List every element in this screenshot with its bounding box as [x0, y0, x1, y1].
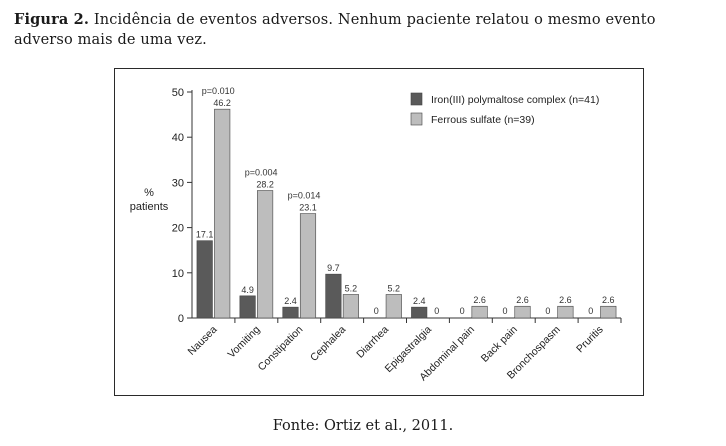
- bar-iron: [325, 273, 342, 319]
- figure-caption: Figura 2. Incidência de eventos adversos…: [14, 10, 718, 50]
- data-label: 5.2: [345, 283, 358, 293]
- bar-iron: [411, 306, 428, 319]
- bar-iron: [239, 295, 256, 319]
- y-axis-label-line: %: [144, 187, 154, 199]
- data-label: 28.2: [256, 180, 274, 190]
- p-value-annotation: p=0.010: [202, 86, 235, 96]
- data-label: 0: [545, 306, 550, 316]
- x-category-label: Diarrhea: [354, 324, 391, 361]
- legend-swatch: [410, 112, 423, 126]
- bar-ferrous: [385, 294, 402, 319]
- y-axis-label-line: patients: [130, 201, 169, 213]
- y-tick-label: 0: [178, 313, 184, 325]
- legend-label: Ferrous sulfate (n=39): [431, 114, 535, 126]
- y-tick-label: 40: [172, 132, 184, 144]
- data-label: 2.6: [559, 295, 572, 305]
- legend-swatch: [410, 92, 423, 106]
- data-label: 0: [502, 306, 507, 316]
- y-axis-label: % patients: [130, 187, 169, 213]
- source-note: Fonte: Ortiz et al., 2011.: [272, 418, 454, 434]
- bar-chart: 0 10 20 30 40 50% patients 17.1 46.2 Nausea 4.9 28.…: [130, 86, 622, 383]
- bar-ferrous: [600, 305, 617, 319]
- y-tick-label: 50: [172, 87, 184, 99]
- data-label: 2.6: [516, 295, 529, 305]
- y-tick-label: 10: [172, 268, 184, 280]
- data-label: 0: [374, 306, 379, 316]
- data-label: 0: [588, 306, 593, 316]
- figure-caption-text: Incidência de eventos adversos. Nenhum p…: [14, 12, 656, 48]
- data-label: 17.1: [196, 230, 214, 240]
- bar-iron: [282, 306, 299, 319]
- data-label: 2.6: [602, 295, 615, 305]
- bar-ferrous: [471, 305, 488, 319]
- bar-ferrous: [257, 190, 274, 319]
- data-label: 2.4: [413, 296, 426, 306]
- bar-iron: [196, 240, 213, 319]
- p-value-annotation: p=0.004: [245, 168, 278, 178]
- bar-ferrous: [214, 108, 231, 319]
- data-label: 5.2: [388, 283, 401, 293]
- x-category-label: Pruritis: [574, 324, 606, 356]
- p-value-annotation: p=0.014: [288, 191, 321, 201]
- figure-label: Figura 2.: [14, 11, 90, 28]
- x-category-label: Constipation: [256, 324, 306, 374]
- data-label: 9.7: [327, 263, 340, 273]
- bar-ferrous: [342, 294, 359, 319]
- data-label: 2.4: [284, 296, 297, 306]
- y-tick-label: 30: [172, 177, 184, 189]
- x-category-label: Back pain: [479, 324, 520, 365]
- x-category-label: Nausea: [185, 324, 219, 358]
- chart-frame: 0 10 20 30 40 50% patients 17.1 46.2 Nausea 4.9 28.…: [114, 68, 644, 396]
- bar-ferrous: [514, 305, 531, 319]
- x-category-label: Vomiting: [226, 324, 263, 361]
- legend-label: Iron(III) polymaltose complex (n=41): [431, 94, 599, 106]
- y-tick-label: 20: [172, 223, 184, 235]
- data-label: 0: [434, 306, 439, 316]
- bar-ferrous: [299, 213, 317, 319]
- data-label: 23.1: [299, 203, 317, 213]
- data-label: 4.9: [241, 285, 254, 295]
- data-label: 0: [460, 306, 465, 316]
- data-label: 46.2: [213, 98, 231, 108]
- bar-ferrous: [557, 305, 574, 319]
- data-label: 2.6: [473, 295, 486, 305]
- x-category-label: Cephalea: [308, 324, 348, 364]
